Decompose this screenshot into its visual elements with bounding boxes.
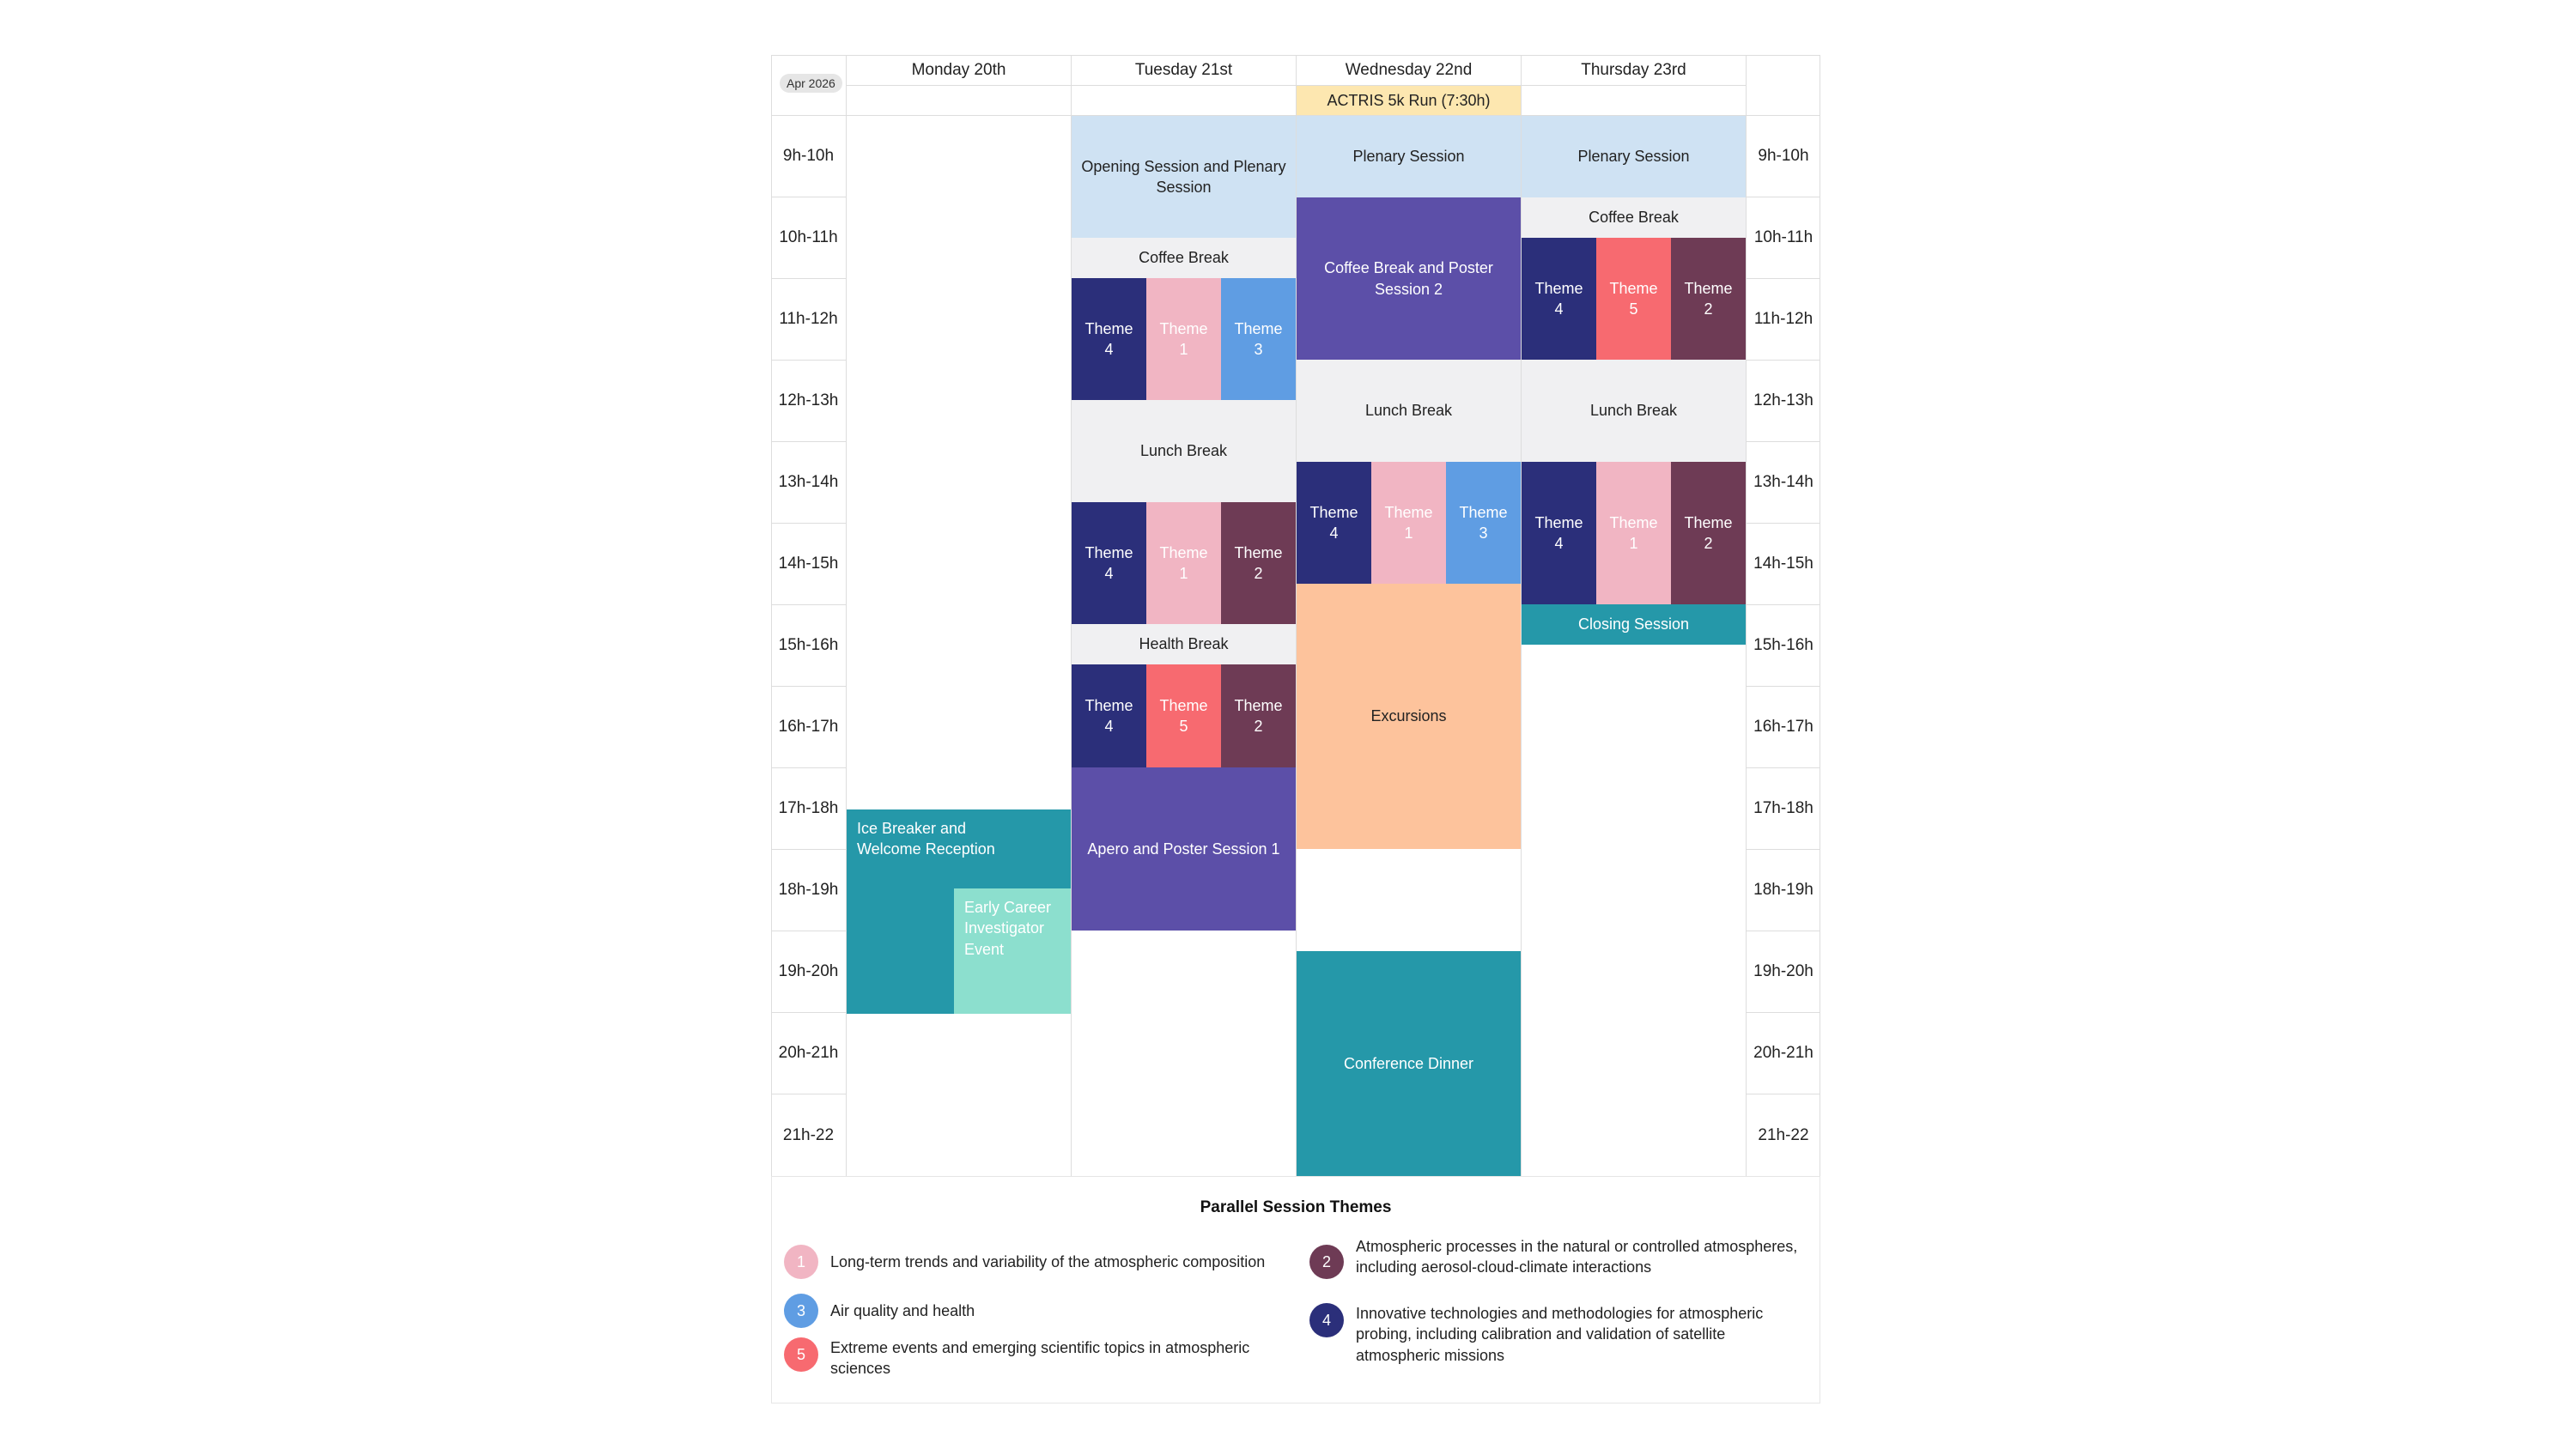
month-badge: Apr 2026 bbox=[780, 74, 842, 93]
legend-title: Parallel Session Themes bbox=[1200, 1198, 1392, 1216]
hour-label-right: 10h-11h bbox=[1753, 228, 1814, 246]
legend-item-theme-5: 5 Extreme events and emerging scientific… bbox=[784, 1337, 1299, 1379]
hour-label-right: 21h-22 bbox=[1758, 1125, 1809, 1144]
hour-label-right: 19h-20h bbox=[1753, 962, 1814, 980]
event-theme-1[interactable]: Theme 1 bbox=[1146, 502, 1221, 624]
event-health-break[interactable]: Health Break bbox=[1072, 624, 1296, 664]
legend-text: Innovative technologies and methodologie… bbox=[1356, 1305, 1764, 1364]
event-coffee-poster-2[interactable]: Coffee Break and Poster Session 2 bbox=[1297, 197, 1521, 360]
hour-label-right: 11h-12h bbox=[1753, 310, 1814, 328]
legend-text: Extreme events and emerging scientific t… bbox=[830, 1339, 1250, 1378]
legend-text: Long-term trends and variability of the … bbox=[830, 1253, 1266, 1270]
hour-label-right: 20h-21h bbox=[1753, 1044, 1814, 1062]
event-theme-4[interactable]: Theme 4 bbox=[1072, 502, 1146, 624]
legend-item-theme-2: 2 Atmospheric processes in the natural o… bbox=[1309, 1236, 1807, 1279]
event-theme-5[interactable]: Theme 5 bbox=[1596, 238, 1671, 360]
event-lunch-break[interactable]: Lunch Break bbox=[1522, 360, 1746, 462]
event-lunch-break[interactable]: Lunch Break bbox=[1297, 360, 1521, 462]
hour-label: 14h-15h bbox=[778, 555, 839, 573]
hour-label-right: 12h-13h bbox=[1753, 391, 1814, 409]
event-excursions[interactable]: Excursions bbox=[1297, 584, 1521, 849]
event-coffee-break[interactable]: Coffee Break bbox=[1522, 197, 1746, 238]
hour-label: 11h-12h bbox=[779, 310, 838, 328]
event-theme-1[interactable]: Theme 1 bbox=[1596, 462, 1671, 604]
event-theme-3[interactable]: Theme 3 bbox=[1221, 278, 1296, 400]
hour-label-right: 15h-16h bbox=[1753, 636, 1814, 654]
event-coffee-break[interactable]: Coffee Break bbox=[1072, 238, 1296, 278]
event-theme-4[interactable]: Theme 4 bbox=[1297, 462, 1371, 584]
event-theme-4[interactable]: Theme 4 bbox=[1522, 238, 1596, 360]
grid-line bbox=[1296, 55, 1297, 1176]
hour-label: 9h-10h bbox=[782, 147, 835, 165]
grid-line bbox=[1746, 55, 1747, 1176]
hour-label: 17h-18h bbox=[778, 799, 839, 817]
legend-item-theme-1: 1 Long-term trends and variability of th… bbox=[784, 1245, 1299, 1279]
hour-label-right: 18h-19h bbox=[1753, 881, 1814, 899]
event-opening-plenary[interactable]: Opening Session and Plenary Session bbox=[1072, 116, 1296, 238]
event-conference-dinner[interactable]: Conference Dinner bbox=[1297, 951, 1521, 1176]
theme-3-badge: 3 bbox=[784, 1294, 818, 1328]
grid-line bbox=[771, 55, 772, 1176]
theme-5-badge: 5 bbox=[784, 1337, 818, 1372]
hour-label-right: 17h-18h bbox=[1753, 799, 1814, 817]
event-theme-2[interactable]: Theme 2 bbox=[1221, 502, 1296, 624]
event-lunch-break[interactable]: Lunch Break bbox=[1072, 400, 1296, 502]
hour-label: 12h-13h bbox=[778, 391, 839, 409]
grid-line bbox=[1071, 55, 1072, 1176]
hour-label: 16h-17h bbox=[778, 718, 839, 736]
event-apero-poster-1[interactable]: Apero and Poster Session 1 bbox=[1072, 767, 1296, 931]
hour-label: 10h-11h bbox=[779, 228, 838, 246]
hour-label-right: 9h-10h bbox=[1758, 147, 1809, 165]
event-theme-4[interactable]: Theme 4 bbox=[1072, 664, 1146, 767]
hour-label: 18h-19h bbox=[778, 881, 839, 899]
event-theme-4[interactable]: Theme 4 bbox=[1072, 278, 1146, 400]
event-plenary[interactable]: Plenary Session bbox=[1297, 116, 1521, 197]
legend-text: Air quality and health bbox=[830, 1302, 975, 1319]
hour-label: 19h-20h bbox=[778, 962, 839, 980]
hour-label-right: 13h-14h bbox=[1753, 473, 1814, 491]
grid-line bbox=[1521, 55, 1522, 1176]
event-actris-run[interactable]: ACTRIS 5k Run (7:30h) bbox=[1297, 86, 1521, 115]
grid-line bbox=[846, 55, 847, 1176]
day-header-monday: Monday 20th bbox=[847, 55, 1071, 85]
event-theme-1[interactable]: Theme 1 bbox=[1371, 462, 1446, 584]
hour-label-right: 14h-15h bbox=[1753, 555, 1814, 573]
event-theme-2[interactable]: Theme 2 bbox=[1671, 462, 1746, 604]
legend-item-theme-4: 4 Innovative technologies and methodolog… bbox=[1309, 1303, 1807, 1366]
schedule-grid: Apr 2026 Monday 20th Tuesday 21st Wednes… bbox=[771, 55, 1820, 1176]
theme-2-badge: 2 bbox=[1309, 1245, 1344, 1279]
grid-line bbox=[771, 55, 1820, 56]
event-theme-2[interactable]: Theme 2 bbox=[1671, 238, 1746, 360]
event-plenary[interactable]: Plenary Session bbox=[1522, 116, 1746, 197]
day-header-tuesday: Tuesday 21st bbox=[1072, 55, 1296, 85]
event-theme-2[interactable]: Theme 2 bbox=[1221, 664, 1296, 767]
hour-label-right: 16h-17h bbox=[1753, 718, 1814, 736]
hour-label: 21h-22 bbox=[782, 1125, 835, 1144]
legend-text: Atmospheric processes in the natural or … bbox=[1356, 1238, 1798, 1276]
day-header-thursday: Thursday 23rd bbox=[1522, 55, 1746, 85]
event-theme-5[interactable]: Theme 5 bbox=[1146, 664, 1221, 767]
event-theme-3[interactable]: Theme 3 bbox=[1446, 462, 1521, 584]
legend-item-theme-3: 3 Air quality and health bbox=[784, 1294, 1299, 1328]
day-header-wednesday: Wednesday 22nd bbox=[1297, 55, 1521, 85]
hour-label: 15h-16h bbox=[778, 636, 839, 654]
theme-legend: Parallel Session Themes 1 Long-term tren… bbox=[771, 1176, 1820, 1404]
hour-label: 13h-14h bbox=[778, 473, 839, 491]
event-early-career[interactable]: Early Career Investigator Event bbox=[954, 888, 1071, 1014]
event-theme-1[interactable]: Theme 1 bbox=[1146, 278, 1221, 400]
event-theme-4[interactable]: Theme 4 bbox=[1522, 462, 1596, 604]
theme-1-badge: 1 bbox=[784, 1245, 818, 1279]
hour-label: 20h-21h bbox=[778, 1044, 839, 1062]
event-closing-session[interactable]: Closing Session bbox=[1522, 604, 1746, 645]
theme-4-badge: 4 bbox=[1309, 1303, 1344, 1337]
